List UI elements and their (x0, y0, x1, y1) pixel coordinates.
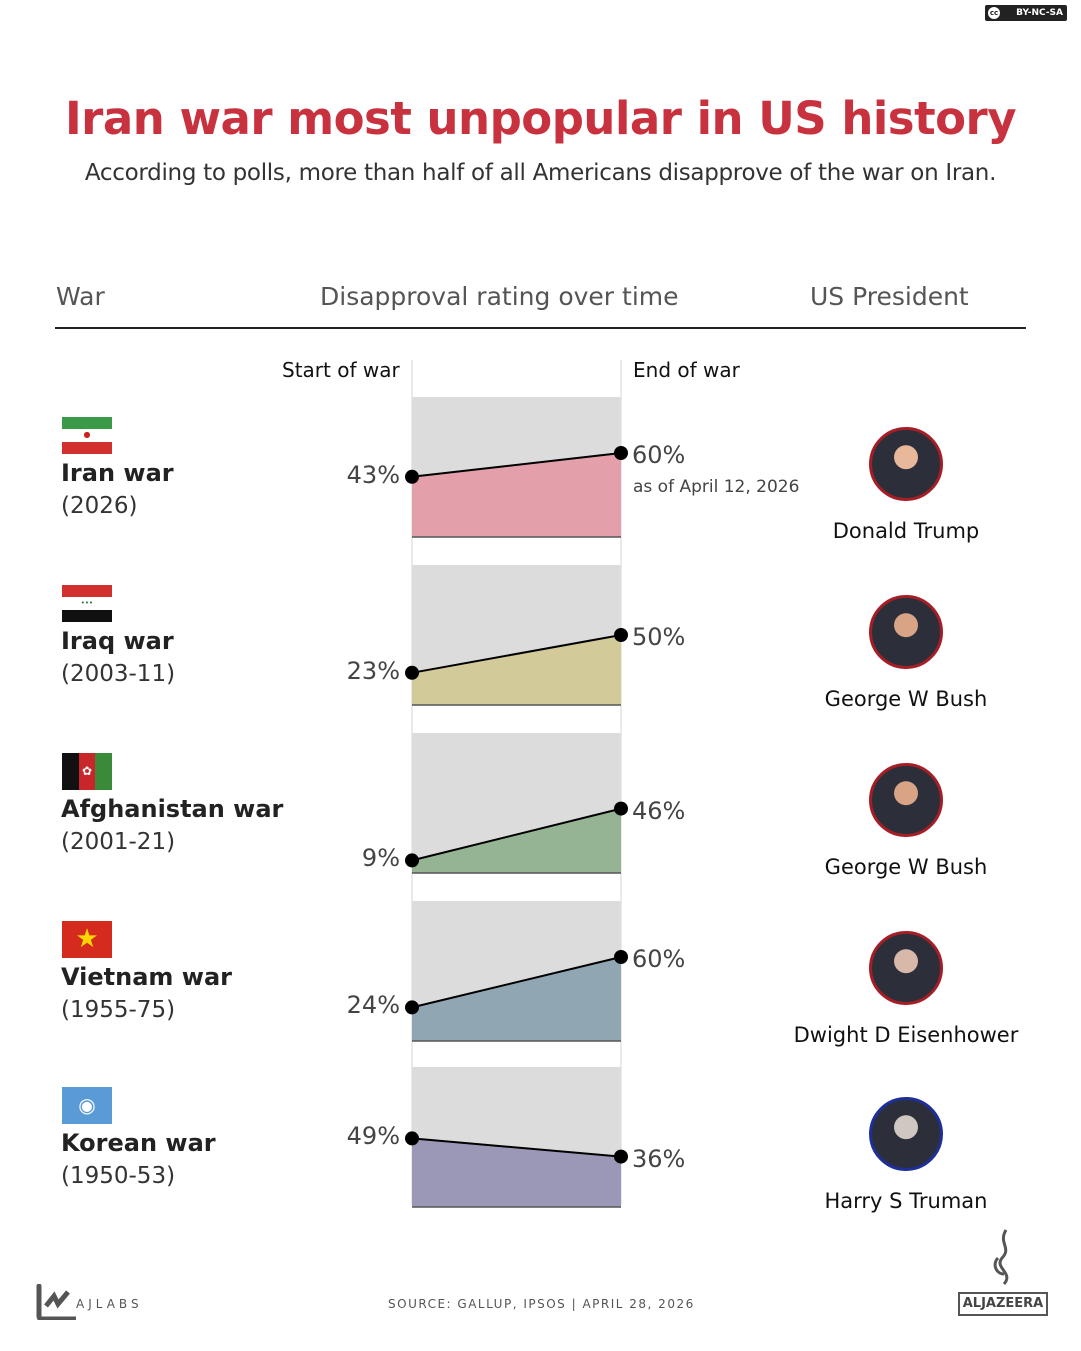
end-value-label: 60% (632, 441, 686, 469)
start-point (405, 1000, 419, 1015)
flag-icon-iraq: ••• (62, 585, 112, 622)
end-value-label: 50% (632, 623, 686, 651)
war-years: (1950-53) (61, 1163, 176, 1189)
end-of-war-label: End of war (633, 358, 740, 382)
end-value-label: 46% (632, 796, 686, 825)
source-note: SOURCE: GALLUP, IPSOS | APRIL 28, 2026 (388, 1297, 695, 1311)
flag-icon-un: ◉ (62, 1087, 112, 1124)
trend-line (411, 452, 622, 478)
war-name: Iran war (61, 459, 174, 487)
area-fill (412, 635, 621, 705)
trend-line (411, 1137, 622, 1158)
trend-line (411, 956, 622, 1009)
page-subtitle: According to polls, more than half of al… (84, 160, 997, 186)
start-of-war-label: Start of war (282, 358, 400, 382)
president-portrait (869, 595, 943, 669)
end-value-label: 60% (632, 945, 686, 973)
flag-icon-iran: ● (62, 417, 112, 454)
cc-icon: cc (988, 7, 1000, 19)
end-point (614, 950, 628, 964)
end-value-note: as of April 12, 2026 (633, 477, 800, 497)
area-fill (412, 808, 621, 873)
war-years: (2026) (61, 493, 138, 519)
end-point (614, 628, 628, 642)
aljazeera-calligraphy-icon (993, 1229, 1009, 1286)
header-war: War (56, 282, 105, 311)
area-fill (412, 453, 621, 537)
page-title: Iran war most unpopular in US history (64, 92, 1017, 145)
trend-line (411, 807, 622, 862)
area-fill (412, 1138, 621, 1207)
end-point (614, 446, 628, 460)
president-name: Donald Trump (832, 519, 980, 543)
president-portrait (869, 931, 943, 1005)
start-value-label: 24% (346, 991, 400, 1020)
license-badge: cc BY-NC-SA (985, 5, 1067, 21)
aljazeera-logo: ALJAZEERA (958, 1292, 1048, 1316)
header-divider (55, 327, 1026, 329)
war-name: Vietnam war (61, 963, 232, 991)
ajlabs-logo (36, 1283, 156, 1322)
war-name: Afghanistan war (61, 795, 284, 823)
president-name: George W Bush (824, 687, 988, 711)
president-name: George W Bush (824, 855, 988, 879)
president-portrait (869, 763, 943, 837)
area-fill (412, 957, 621, 1041)
war-years: (2001-21) (61, 829, 176, 855)
flag-icon-afghanistan: ✿ (62, 753, 112, 790)
start-point (405, 853, 419, 868)
president-portrait (869, 1097, 943, 1171)
start-value-label: 43% (346, 460, 400, 489)
war-name: Iraq war (61, 627, 174, 655)
war-name: Korean war (61, 1129, 216, 1157)
president-name: Dwight D Eisenhower (793, 1023, 1019, 1047)
header-rating: Disapproval rating over time (320, 282, 679, 311)
end-point (614, 1149, 628, 1164)
war-years: (2003-11) (61, 661, 176, 687)
flag-icon-vietnam: ★ (62, 921, 112, 958)
start-point (405, 1131, 419, 1146)
end-value-label: 36% (632, 1144, 686, 1173)
president-name: Harry S Truman (824, 1189, 988, 1213)
start-value-label: 9% (361, 844, 400, 873)
license-text: BY-NC-SA (1016, 8, 1063, 18)
trend-line (411, 634, 622, 674)
ajlabs-text: AJLABS (76, 1297, 143, 1311)
header-president: US President (810, 282, 969, 311)
end-point (614, 801, 628, 816)
start-value-label: 49% (346, 1122, 400, 1151)
start-value-label: 23% (346, 656, 400, 685)
start-point (405, 665, 419, 680)
president-portrait (869, 427, 943, 501)
war-years: (1955-75) (61, 997, 176, 1023)
start-point (405, 469, 419, 484)
